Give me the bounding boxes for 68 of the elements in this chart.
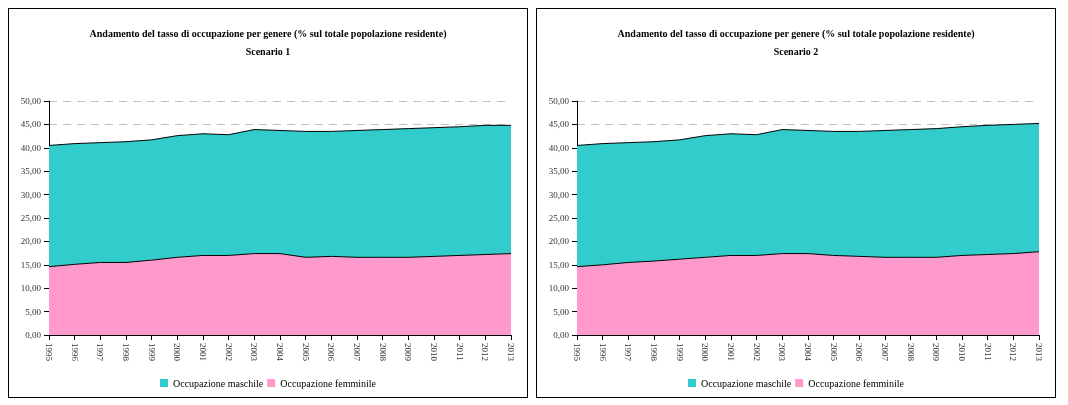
x-tick-label: 2003 xyxy=(249,343,260,362)
chart-subtitle: Scenario 1 xyxy=(245,45,291,57)
x-tick-label: 1997 xyxy=(623,343,634,362)
x-tick-label: 2007 xyxy=(352,343,362,362)
x-tick-label: 2009 xyxy=(403,343,414,362)
chart-title: Andamento del tasso di occupazione per genere (% sul totale popolazione residente) xyxy=(89,27,447,40)
x-tick-label: 1998 xyxy=(649,343,659,362)
x-tick-label: 2001 xyxy=(726,343,736,361)
y-tick-label: 0,00 xyxy=(25,330,42,340)
x-tick-label: 2002 xyxy=(223,343,234,361)
x-tick-label: 2005 xyxy=(300,343,311,362)
y-tick-label: 30,00 xyxy=(548,189,570,200)
y-tick-label: 10,00 xyxy=(548,283,570,294)
x-tick-label: 1995 xyxy=(44,343,54,362)
y-tick-label: 15,00 xyxy=(548,259,570,270)
legend-label: Occupazione femminile xyxy=(808,377,905,389)
y-tick-label: 40,00 xyxy=(548,142,570,153)
x-tick-label: 2012 xyxy=(480,343,491,361)
x-tick-label: 2013 xyxy=(506,343,516,362)
x-tick-label: 2010 xyxy=(429,343,439,362)
x-tick-label: 2008 xyxy=(377,343,388,362)
y-tick-label: 0,00 xyxy=(553,330,570,340)
x-tick-label: 2010 xyxy=(957,343,967,362)
x-tick-label: 2003 xyxy=(777,343,788,362)
x-tick-label: 2002 xyxy=(751,343,762,361)
x-tick-label: 2006 xyxy=(326,343,337,362)
x-tick-label: 1995 xyxy=(572,343,582,362)
legend-label: Occupazione maschile xyxy=(172,377,264,389)
y-tick-label: 50,00 xyxy=(20,96,42,106)
y-tick-label: 35,00 xyxy=(548,166,570,177)
y-tick-label: 45,00 xyxy=(548,119,570,130)
x-tick-label: 2004 xyxy=(275,343,285,362)
y-tick-label: 20,00 xyxy=(20,236,42,247)
x-tick-label: 1998 xyxy=(121,343,131,362)
x-tick-label: 1996 xyxy=(69,343,80,362)
x-tick-label: 2012 xyxy=(1008,343,1019,361)
x-tick-label: 2007 xyxy=(880,343,890,362)
y-tick-label: 35,00 xyxy=(20,166,42,177)
x-tick-label: 1996 xyxy=(597,343,608,362)
y-tick-label: 50,00 xyxy=(548,96,570,106)
x-tick-label: 2001 xyxy=(198,343,208,361)
y-tick-label: 25,00 xyxy=(548,213,570,223)
y-tick-label: 20,00 xyxy=(548,236,570,247)
y-tick-label: 30,00 xyxy=(20,189,42,200)
x-tick-label: 2011 xyxy=(982,343,993,361)
y-tick-label: 45,00 xyxy=(20,119,42,130)
y-tick-label: 25,00 xyxy=(20,213,42,223)
x-tick-label: 2004 xyxy=(803,343,813,362)
x-tick-label: 1999 xyxy=(146,343,157,362)
legend-label: Occupazione femminile xyxy=(280,377,377,389)
x-tick-label: 2005 xyxy=(828,343,839,362)
y-tick-label: 40,00 xyxy=(20,142,42,153)
x-tick-label: 2008 xyxy=(905,343,916,362)
x-tick-label: 1999 xyxy=(674,343,685,362)
x-tick-label: 2000 xyxy=(172,343,183,362)
x-tick-label: 1997 xyxy=(95,343,106,362)
legend-label: Occupazione maschile xyxy=(700,377,792,389)
x-tick-label: 2006 xyxy=(854,343,865,362)
y-tick-label: 5,00 xyxy=(25,306,42,317)
y-tick-label: 5,00 xyxy=(553,306,570,317)
chart-title: Andamento del tasso di occupazione per genere (% sul totale popolazione residente) xyxy=(617,27,975,40)
x-tick-label: 2013 xyxy=(1034,343,1044,362)
y-tick-label: 15,00 xyxy=(20,259,42,270)
x-tick-label: 2000 xyxy=(700,343,711,362)
chart-subtitle: Scenario 2 xyxy=(773,45,819,57)
x-tick-label: 2009 xyxy=(931,343,942,362)
y-tick-label: 10,00 xyxy=(20,283,42,294)
x-tick-label: 2011 xyxy=(454,343,465,361)
